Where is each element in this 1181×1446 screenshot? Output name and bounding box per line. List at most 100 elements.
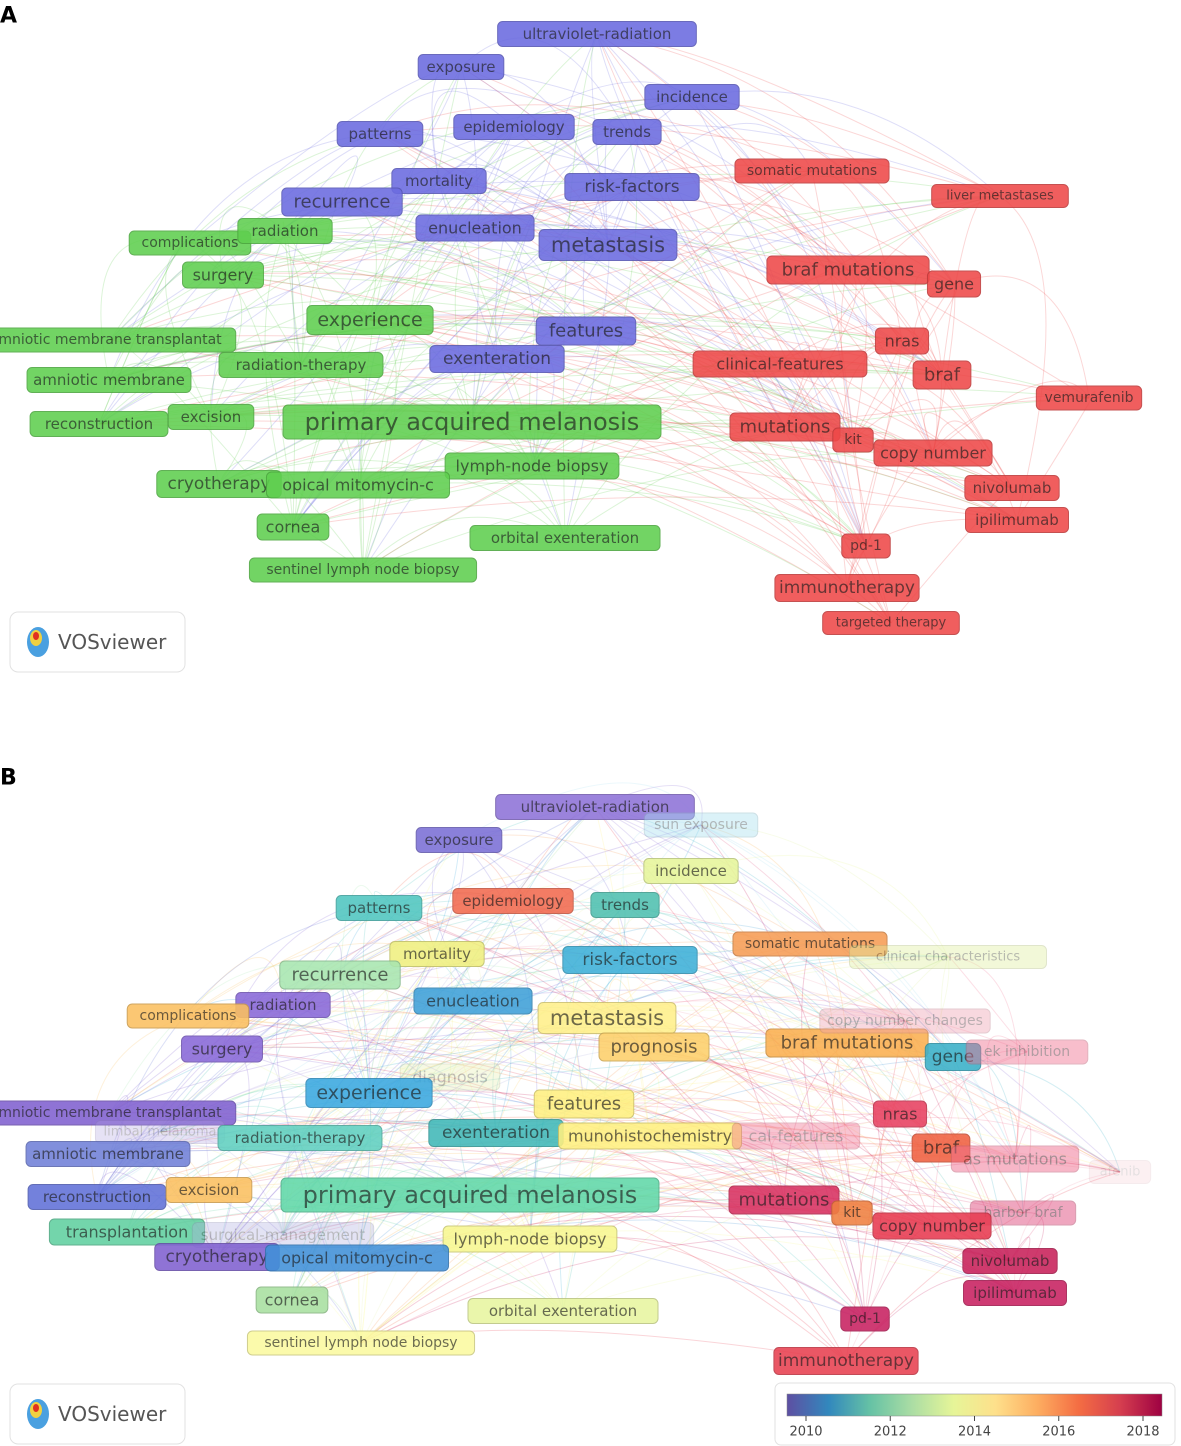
edge [460,66,849,271]
node-label: exenteration [442,1123,550,1143]
node: epidemiology [453,114,575,140]
node-label: exposure [427,58,496,76]
edge [369,96,693,321]
node-label: recurrence [292,965,389,986]
node-label: cal-features [749,1127,844,1146]
node-box [950,1145,1080,1173]
edge [851,1020,913,1214]
logo-box [9,611,186,673]
edge [187,1015,797,1137]
node-box [840,1306,890,1332]
edge [1014,1171,1121,1294]
edge [691,96,1013,489]
edge [210,227,476,418]
node-label: somatic mutations [747,163,877,179]
node: radiation [235,992,331,1018]
edge [218,387,1090,485]
edge [379,104,813,172]
edge [779,323,943,376]
edge [531,170,813,467]
edge [341,201,854,441]
edge [275,1004,362,1344]
edge [624,904,785,1201]
logo-icon [33,632,39,640]
node-label: harbor braf [983,1205,1063,1221]
node-label: lymph-node biopsy [456,457,609,476]
node-label: copy number [879,1217,985,1236]
edge [495,131,628,360]
edge [368,943,811,1094]
node-label: incidence [655,862,727,880]
logo-text: VOSviewer [58,1402,167,1426]
edge [653,1046,1016,1294]
node-label: exenteration [443,349,551,369]
edge [562,33,598,539]
edge [649,1020,848,1137]
edge [783,1020,906,1201]
node-box [255,1286,329,1314]
node: mortality [391,168,487,194]
node-box [336,121,424,147]
node-box [305,1078,433,1108]
node-box [453,114,575,140]
edge [189,242,294,528]
edge [222,272,781,365]
node: mutations [729,412,841,442]
node-label: experience [316,1082,421,1104]
node-label: radiation-therapy [236,356,367,374]
node: radiation-therapy [217,1125,383,1151]
edge [596,33,934,454]
edge [474,198,849,271]
node-label: clinical characteristics [876,950,1021,965]
colorbar-tick-label: 2010 [789,1425,822,1440]
node: nras [872,1100,928,1128]
edge [691,96,854,441]
edge [596,33,867,547]
edge [341,201,377,321]
node-label: copy number [880,444,986,463]
node-label: mniotic membrane transplantat [0,1105,222,1121]
edge [282,824,702,1236]
node-box [279,960,401,990]
node-label: enucleation [428,219,522,238]
node: ultraviolet-radiation [495,794,695,820]
colorbar: 2010 2012 2014 2016 2018 [774,1382,1176,1446]
node-box [429,345,565,373]
edge [107,870,692,1155]
node: radiation [237,218,333,244]
edge [360,1076,458,1344]
logo-text: VOSviewer [58,630,167,654]
node-label: limbal melanoma [104,1125,217,1140]
node-label: primary acquired melanosis [305,408,640,436]
node: recurrence [281,187,403,217]
node-box [452,888,574,914]
edge [469,1020,906,1196]
edge [360,1236,1011,1344]
edge [368,839,460,1094]
edge [108,323,781,381]
node-label: somatic mutations [745,936,875,952]
node-box [557,1122,743,1150]
edge [222,240,587,332]
node-label: nivolumab [973,479,1052,497]
node: gene [924,1043,982,1071]
edge [108,316,903,381]
node: as mutations [950,1145,1080,1173]
edge [472,922,811,1002]
node-box [535,316,637,346]
edge [109,959,631,1114]
node-label: clinical-features [716,355,843,374]
node-label: surgery [193,266,254,285]
edge [109,299,587,341]
node-label: mortality [405,172,473,190]
node: exposure [415,827,503,853]
node-box [729,412,841,442]
node-label: cornea [265,1291,320,1310]
node-label: mortality [403,945,471,963]
edge [292,186,633,528]
edge [562,1255,1011,1312]
node: mniotic membrane transplantat [0,327,237,353]
edge [562,1113,901,1312]
node-label: gene [932,1047,974,1067]
edge [700,824,848,1044]
